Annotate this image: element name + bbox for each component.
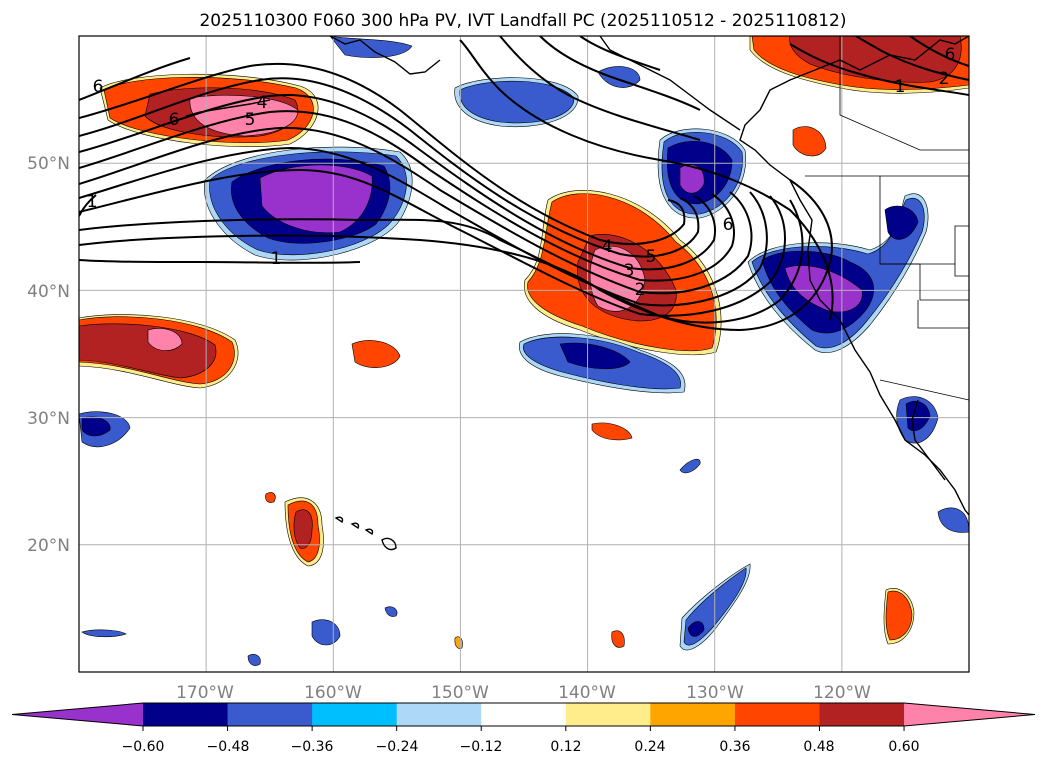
- contour-label: 1: [87, 192, 98, 212]
- contour-label: 5: [245, 110, 256, 130]
- lon-label: 150°W: [431, 683, 489, 703]
- pv-shading: [79, 36, 969, 666]
- alaska-coast: [599, 36, 741, 131]
- lon-label: 160°W: [304, 683, 362, 703]
- figure-title: 2025110300 F060 300 hPa PV, IVT Landfall…: [199, 11, 846, 31]
- borders: [805, 36, 969, 401]
- colorbar-tick-label: 0.36: [719, 739, 750, 755]
- contour-label: 4: [602, 237, 613, 257]
- lon-label: 140°W: [558, 683, 616, 703]
- lon-labels: 170°W 160°W 150°W 140°W 130°W 120°W: [176, 683, 871, 703]
- contour-label: 1: [895, 77, 906, 97]
- contour-label: 6: [945, 45, 956, 65]
- neg-anomaly-central-s: [519, 333, 686, 394]
- neg-anomaly-westcoast: [747, 193, 929, 354]
- lon-label: 120°W: [813, 683, 871, 703]
- colorbar-segment: [734, 703, 820, 726]
- lon-label: 170°W: [176, 683, 234, 703]
- colorbar-segment: [565, 703, 651, 726]
- contour-label: 1: [271, 249, 282, 269]
- map-frame: [78, 35, 970, 673]
- contour-label: 2: [635, 280, 646, 300]
- colorbar-tick-label: −0.12: [460, 739, 503, 755]
- colorbar-segment: [650, 703, 736, 726]
- contour-label: 3: [624, 261, 635, 281]
- pos-anomaly-w: [79, 314, 239, 389]
- contour-label: 6: [723, 215, 734, 235]
- colorbar-tick-label: −0.48: [207, 739, 250, 755]
- colorbar-segment: [312, 703, 398, 726]
- colorbar-tick-label: −0.24: [376, 739, 419, 755]
- pos-small-2: [591, 422, 633, 441]
- pos-anomaly-central: [523, 190, 722, 356]
- neg-anomaly-alaska: [329, 36, 641, 127]
- contour-label: 5: [646, 247, 657, 267]
- colorbar-extend-min: [12, 703, 143, 726]
- colorbar-tick-label: −0.60: [122, 739, 165, 755]
- colorbar-segment: [819, 703, 905, 726]
- contour-label: 6: [93, 77, 104, 97]
- neg-small-mexico: [937, 507, 969, 533]
- gridlines: [79, 36, 969, 672]
- colorbar-tick-label: 0.60: [888, 739, 919, 755]
- contour-label: 4: [257, 93, 268, 113]
- lon-label: 130°W: [686, 683, 744, 703]
- lat-label: 40°N: [27, 282, 70, 302]
- colorbar-segment: [396, 703, 482, 726]
- colorbar-segment: [227, 703, 313, 726]
- pos-anomaly-ne: [749, 36, 969, 94]
- colorbar: [11, 702, 1036, 731]
- map-panel: 6 6 5 4 1 1 4 5 3 2 6 1 2 6: [79, 36, 969, 672]
- colorbar-tick-label: 0.12: [550, 739, 581, 755]
- ivt-contours: [79, 36, 969, 332]
- lat-label: 30°N: [27, 409, 70, 429]
- colorbar-tick-label: 0.48: [803, 739, 834, 755]
- colorbar-extend-max: [904, 703, 1035, 726]
- colorbar-tick-label: −0.36: [291, 739, 334, 755]
- pos-small-1: [351, 340, 401, 368]
- hawaii-big: [381, 537, 397, 551]
- contour-label: 6: [169, 110, 180, 130]
- neg-anomaly-nw: [204, 146, 413, 261]
- colorbar-tick-labels: −0.60 −0.48 −0.36 −0.24 −0.12 0.12 0.24 …: [122, 739, 920, 755]
- na-coastline: [739, 36, 969, 516]
- colorbar-segment: [481, 703, 567, 726]
- colorbar-segment: [143, 703, 229, 726]
- aleutian-coast: [329, 36, 441, 75]
- lat-label: 50°N: [27, 154, 70, 174]
- lat-labels: 50°N 40°N 30°N 20°N: [27, 154, 70, 556]
- contour-label: 2: [939, 69, 950, 89]
- colorbar-tick-label: 0.24: [634, 739, 665, 755]
- neg-anomaly-coast: [657, 128, 747, 219]
- lat-label: 20°N: [27, 536, 70, 556]
- contour-labels: 6 6 5 4 1 1 4 5 3 2 6 1 2 6: [87, 45, 956, 300]
- baja-coast: [911, 399, 946, 481]
- coastlines: [185, 36, 969, 551]
- pos-anomaly-bc: [792, 126, 827, 157]
